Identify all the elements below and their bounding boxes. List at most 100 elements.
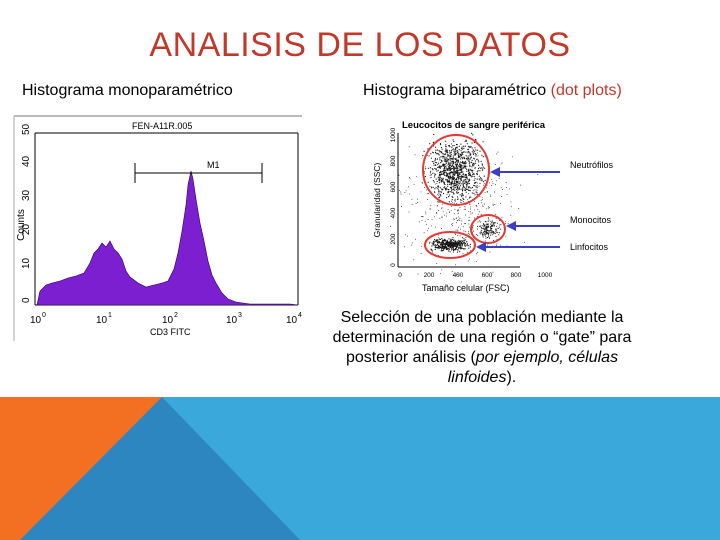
cell-event	[486, 187, 488, 189]
cell-event	[476, 193, 478, 196]
cell-event	[441, 165, 443, 167]
cell-event	[433, 172, 435, 174]
cell-event	[435, 152, 437, 154]
histogram-figure: FEN-A11R.005 0 10 20 30 40 50 Counts M1 …	[10, 113, 310, 343]
cell-event	[456, 249, 458, 251]
cell-event	[434, 240, 436, 242]
cell-event	[434, 188, 436, 190]
cell-event	[437, 248, 439, 250]
cell-event	[434, 216, 436, 218]
cell-event	[449, 146, 451, 148]
cell-event	[466, 178, 468, 180]
cell-event	[453, 213, 455, 215]
cell-event	[481, 169, 483, 171]
cell-event	[500, 186, 502, 188]
cell-event	[454, 154, 456, 156]
cell-event	[452, 162, 455, 164]
histogram-x-tick: 10	[286, 315, 298, 326]
cell-event	[442, 180, 444, 182]
cell-event	[451, 177, 454, 179]
cell-event	[466, 170, 468, 172]
cell-event	[435, 187, 437, 189]
cell-event	[448, 145, 450, 147]
cell-event	[468, 151, 470, 153]
cell-event	[468, 220, 470, 222]
cell-event	[492, 182, 494, 184]
cell-event	[445, 187, 447, 189]
cell-event	[479, 196, 481, 197]
cell-event	[469, 196, 471, 198]
cell-event	[461, 167, 463, 170]
cell-event	[428, 155, 430, 157]
cell-event	[469, 246, 471, 248]
cell-event	[449, 191, 451, 193]
slide-title: ANALISIS DE LOS DATOS	[149, 26, 571, 64]
cell-event	[448, 201, 450, 203]
cell-event	[491, 234, 493, 236]
cell-event	[458, 226, 460, 228]
cell-event	[425, 223, 427, 225]
cell-event	[454, 249, 456, 251]
cell-event	[474, 194, 476, 196]
cell-event	[439, 172, 441, 174]
cell-event	[438, 182, 440, 184]
cell-event	[489, 182, 491, 184]
cell-event	[438, 176, 440, 178]
cell-event	[482, 236, 484, 238]
cell-event	[458, 165, 460, 167]
cell-event	[462, 161, 464, 163]
cell-event	[447, 162, 450, 164]
cell-event	[451, 225, 453, 227]
cell-event	[446, 169, 448, 171]
cell-event	[441, 245, 443, 247]
cell-event	[467, 149, 469, 151]
cell-event	[480, 225, 482, 227]
cell-event	[446, 160, 448, 162]
cell-event	[447, 168, 449, 170]
cell-event	[434, 183, 436, 185]
cell-event	[429, 186, 431, 188]
cell-event	[464, 145, 466, 147]
cell-event	[457, 274, 459, 276]
cell-event	[462, 188, 464, 190]
dot-plot-x-ticks: 0 200 400 600 800 1000	[398, 272, 552, 279]
cell-event	[460, 281, 462, 283]
cell-event	[467, 145, 469, 147]
cell-event	[487, 220, 489, 222]
cell-event	[458, 187, 460, 189]
cell-event	[510, 214, 512, 216]
dot-plot-y-label: Granularidad (SSC)	[372, 163, 382, 238]
cell-event	[477, 155, 479, 157]
cell-event	[433, 161, 435, 163]
cell-event	[468, 155, 470, 157]
cell-event	[453, 245, 455, 247]
cell-event	[477, 182, 479, 184]
cell-event	[453, 219, 455, 221]
cell-event	[444, 163, 446, 166]
cell-event	[424, 175, 426, 178]
cell-event	[444, 171, 446, 173]
cell-event	[426, 189, 428, 191]
cell-event	[457, 155, 460, 157]
cell-event	[465, 223, 466, 224]
cell-event	[448, 181, 451, 183]
cell-event	[462, 180, 464, 182]
cell-event	[451, 180, 453, 182]
cell-event	[440, 152, 442, 154]
cell-event	[455, 247, 457, 249]
cell-event	[439, 151, 441, 153]
cell-event	[451, 248, 453, 250]
cell-event	[456, 192, 458, 194]
cell-event	[460, 147, 463, 149]
cell-event	[470, 175, 472, 177]
cell-event	[490, 223, 492, 225]
cell-event	[467, 181, 469, 183]
cell-event	[439, 180, 441, 182]
cell-event	[482, 231, 484, 233]
cell-event	[461, 240, 463, 242]
cell-event	[456, 186, 458, 188]
caption-text: Selección de una población mediante la d…	[332, 309, 632, 366]
cell-event	[442, 153, 444, 155]
cell-event	[441, 160, 443, 163]
cell-event	[454, 187, 456, 189]
